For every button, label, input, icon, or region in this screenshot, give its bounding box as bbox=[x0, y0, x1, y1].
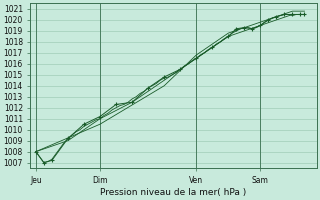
X-axis label: Pression niveau de la mer( hPa ): Pression niveau de la mer( hPa ) bbox=[100, 188, 247, 197]
